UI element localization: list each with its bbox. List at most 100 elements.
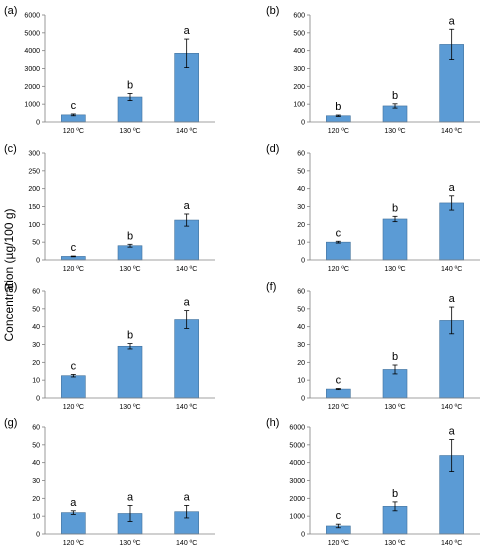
panel-b-category-label: 140 ºC (441, 128, 462, 135)
panel-b-y-tick-label: 400 (293, 48, 305, 55)
panel-f-category-label: 140 ºC (441, 404, 462, 411)
panel-g-category-label: 120 ºC (63, 540, 84, 547)
panel-b-significance-letter: a (449, 15, 456, 27)
panel-e-significance-letter: c (71, 360, 77, 372)
panel-f-y-tick-label: 0 (301, 396, 305, 403)
panel-h-label: (h) (266, 417, 279, 429)
panel-d-significance-letter: a (449, 182, 456, 194)
panel-c-category-label: 130 ºC (119, 266, 140, 273)
panel-g-y-tick-label: 40 (32, 460, 40, 467)
panel-h-significance-letter: c (336, 510, 342, 522)
panel-d-y-tick-label: 50 (297, 168, 305, 175)
panel-a-y-tick-label: 6000 (24, 13, 40, 20)
panel-c-significance-letter: b (127, 230, 133, 242)
panel-c-y-tick-label: 300 (28, 151, 40, 158)
panel-d-y-tick-label: 60 (297, 151, 305, 158)
panel-h-category-label: 140 ºC (441, 540, 462, 547)
panel-a-y-tick-label: 4000 (24, 48, 40, 55)
panel-g-significance-letter: a (70, 497, 77, 509)
panel-h-category-label: 130 ºC (384, 540, 405, 547)
panel-e-category-label: 140 ºC (176, 404, 197, 411)
panel-e-significance-letter: b (127, 330, 133, 342)
panel-d-category-label: 140 ºC (441, 266, 462, 273)
panel-a-significance-letter: a (184, 25, 191, 37)
panel-a-category-label: 130 ºC (119, 128, 140, 135)
panel-c-bar (174, 219, 199, 261)
panel-d-y-tick-label: 10 (297, 240, 305, 247)
panel-h-significance-letter: a (449, 425, 456, 437)
panel-c-y-tick-label: 250 (28, 168, 40, 175)
panel-h-y-tick-label: 5000 (289, 442, 305, 449)
panel-b-y-tick-label: 100 (293, 102, 305, 109)
panel-f-y-tick-label: 40 (297, 324, 305, 331)
panel-f-category-label: 120 ºC (328, 404, 349, 411)
panel-d-bar (326, 241, 351, 261)
panel-e-y-tick-label: 20 (32, 360, 40, 367)
panel-e-y-tick-label: 30 (32, 342, 40, 349)
panel-f-significance-letter: b (392, 351, 398, 363)
panel-h-y-tick-label: 2000 (289, 496, 305, 503)
panel-a-label: (a) (4, 5, 17, 17)
panel-c-y-tick-label: 150 (28, 204, 40, 211)
panel-a-category-label: 140 ºC (176, 128, 197, 135)
panel-a-significance-letter: b (127, 79, 133, 91)
panel-e-y-tick-label: 40 (32, 324, 40, 331)
panel-e-significance-letter: a (184, 297, 191, 309)
panel-g-label: (g) (4, 417, 17, 429)
panel-e-y-tick-label: 0 (36, 396, 40, 403)
panel-b-y-tick-label: 300 (293, 66, 305, 73)
panel-f-label: (f) (266, 281, 276, 293)
panel-h-y-tick-label: 1000 (289, 514, 305, 521)
panel-f-y-tick-label: 60 (297, 289, 305, 296)
panel-d-y-tick-label: 20 (297, 222, 305, 229)
panel-c-label: (c) (4, 143, 17, 155)
panel-b-y-tick-label: 200 (293, 84, 305, 91)
panel-g-y-tick-label: 20 (32, 496, 40, 503)
panel-f-y-tick-label: 20 (297, 360, 305, 367)
panel-b-y-tick-label: 0 (301, 120, 305, 127)
panel-g-category-label: 130 ºC (119, 540, 140, 547)
panel-c-category-label: 120 ºC (63, 266, 84, 273)
panel-a-y-tick-label: 2000 (24, 84, 40, 91)
panel-a-significance-letter: c (71, 100, 77, 112)
panel-b-significance-letter: b (392, 90, 398, 102)
panel-b-y-tick-label: 500 (293, 30, 305, 37)
panel-e-label: (e) (4, 281, 17, 293)
y-axis-label: Concentration (µg/100 g) (2, 209, 16, 342)
panel-b-label: (b) (266, 5, 279, 17)
panel-d-significance-letter: b (392, 202, 398, 214)
panel-b-y-tick-label: 600 (293, 13, 305, 20)
panel-c-category-label: 140 ºC (176, 266, 197, 273)
panel-f-significance-letter: a (449, 293, 456, 305)
panel-c-y-tick-label: 100 (28, 222, 40, 229)
panel-h-y-tick-label: 6000 (289, 425, 305, 432)
panel-e-bar (174, 319, 199, 399)
panel-a-y-tick-label: 5000 (24, 30, 40, 37)
panel-e-y-tick-label: 50 (32, 306, 40, 313)
panel-g-y-tick-label: 0 (36, 532, 40, 539)
panel-e-y-tick-label: 10 (32, 378, 40, 385)
panel-d-bar (439, 202, 464, 261)
panel-g-significance-letter: a (127, 491, 134, 503)
panel-a-y-tick-label: 1000 (24, 102, 40, 109)
panel-h-y-tick-label: 0 (301, 532, 305, 539)
panel-d-label: (d) (266, 143, 279, 155)
panel-d-y-tick-label: 40 (297, 186, 305, 193)
panel-d-significance-letter: c (336, 227, 342, 239)
panel-g-y-tick-label: 60 (32, 425, 40, 432)
panel-h-y-tick-label: 4000 (289, 460, 305, 467)
panel-e-category-label: 120 ºC (63, 404, 84, 411)
panel-d-category-label: 130 ºC (384, 266, 405, 273)
panel-d-category-label: 120 ºC (328, 266, 349, 273)
panel-f-y-tick-label: 30 (297, 342, 305, 349)
panel-a-category-label: 120 ºC (63, 128, 84, 135)
panel-b-category-label: 130 ºC (384, 128, 405, 135)
panel-b-category-label: 120 ºC (328, 128, 349, 135)
panel-d-y-tick-label: 0 (301, 258, 305, 265)
panel-g-significance-letter: a (184, 491, 191, 503)
panel-d-bar (382, 218, 408, 261)
panel-c-y-tick-label: 50 (32, 240, 40, 247)
panel-e-bar (117, 345, 143, 399)
